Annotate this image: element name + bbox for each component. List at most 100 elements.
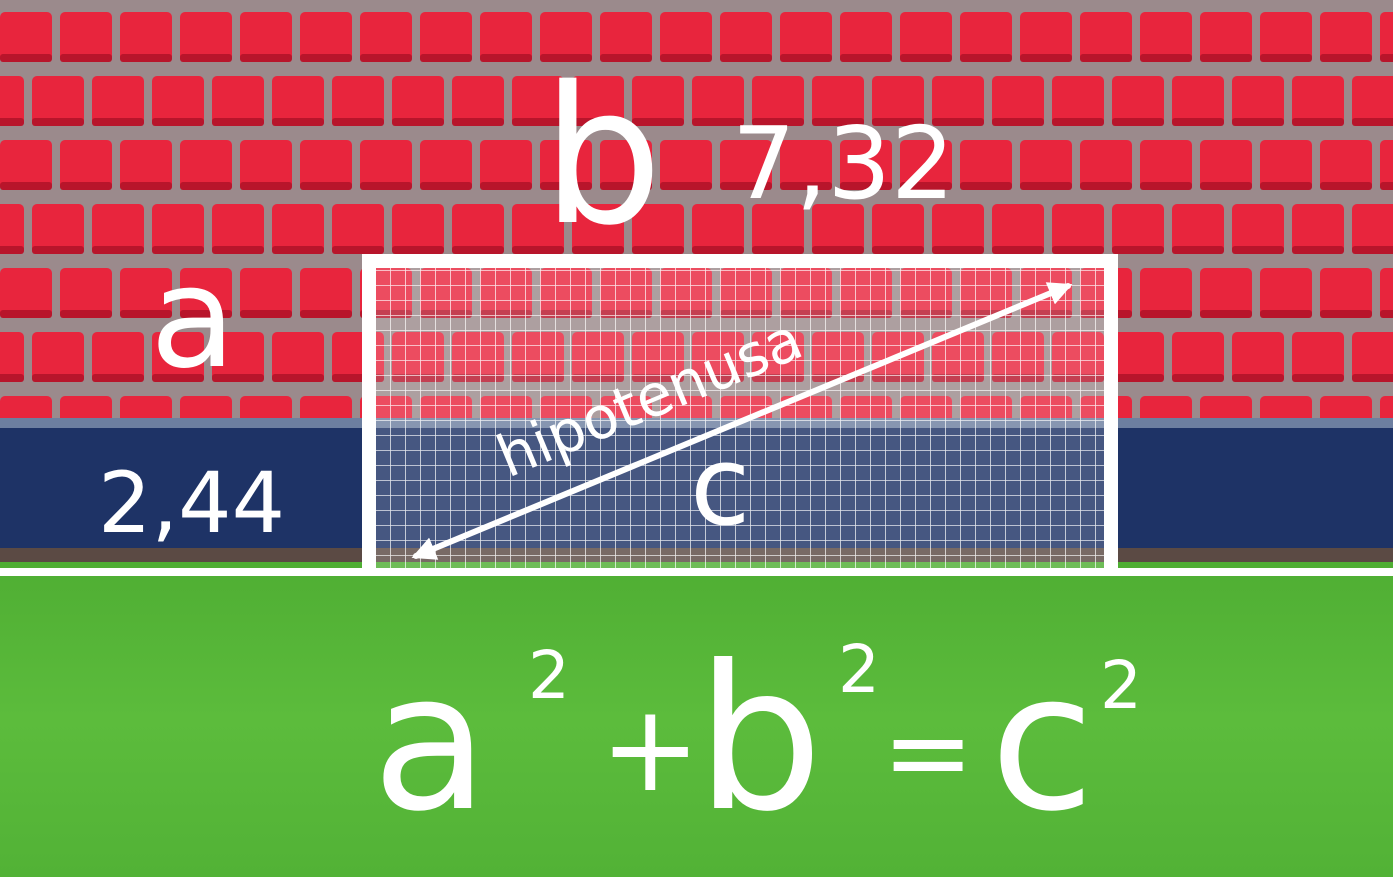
seat-edge	[540, 182, 592, 190]
seat-edge	[1320, 54, 1372, 62]
seat	[720, 12, 772, 62]
seat	[152, 332, 204, 382]
seat	[332, 204, 384, 254]
seat	[812, 204, 864, 254]
seat	[60, 12, 112, 62]
seat-edge	[1140, 182, 1192, 190]
seat-edge	[360, 54, 412, 62]
seat-edge	[272, 374, 324, 382]
seat-edge	[752, 118, 804, 126]
seat-edge	[1172, 118, 1224, 126]
seat-edge	[1200, 182, 1252, 190]
seat-edge	[240, 54, 292, 62]
seat	[392, 76, 444, 126]
seat-edge	[812, 118, 864, 126]
seat	[992, 76, 1044, 126]
seat-edge	[932, 118, 984, 126]
seat	[1232, 332, 1284, 382]
seat	[540, 140, 592, 190]
formula-a: a	[372, 632, 488, 853]
seat	[512, 76, 564, 126]
seat-edge	[1260, 182, 1312, 190]
seat-edge	[992, 246, 1044, 254]
seat-edge	[512, 246, 564, 254]
seat-edge	[1020, 54, 1072, 62]
seat	[1140, 12, 1192, 62]
goal-crossbar	[362, 254, 1118, 268]
seat-edge	[1112, 374, 1164, 382]
goal-line	[0, 568, 1393, 576]
pitch-grass	[0, 562, 1393, 877]
seat-edge	[120, 182, 172, 190]
seat	[1232, 204, 1284, 254]
seat-edge	[1200, 310, 1252, 318]
seat-edge	[1080, 54, 1132, 62]
seat	[1292, 76, 1344, 126]
seat	[632, 204, 684, 254]
seat	[0, 332, 24, 382]
seat	[452, 76, 504, 126]
seat-edge	[420, 54, 472, 62]
seat	[120, 140, 172, 190]
seat	[1172, 332, 1224, 382]
goal-right-post	[1104, 254, 1118, 574]
seat-edge	[692, 118, 744, 126]
pythagorean-formula: a 2 + b 2 = c 2	[372, 623, 1142, 856]
seat	[180, 268, 232, 318]
seat	[360, 12, 412, 62]
seat-edge	[720, 54, 772, 62]
formula-b-exponent: 2	[838, 631, 880, 708]
seat	[0, 12, 52, 62]
seat	[300, 140, 352, 190]
seat-edge	[300, 54, 352, 62]
seat	[1020, 140, 1072, 190]
seat-edge	[32, 246, 84, 254]
seat-edge	[572, 118, 624, 126]
seat	[1080, 12, 1132, 62]
seat-edge	[1292, 118, 1344, 126]
seat-edge	[1140, 310, 1192, 318]
seat-edge	[840, 182, 892, 190]
seat	[660, 12, 712, 62]
seat	[92, 204, 144, 254]
seat	[780, 12, 832, 62]
seat-edge	[120, 54, 172, 62]
seat	[812, 76, 864, 126]
seat	[1172, 204, 1224, 254]
seat	[272, 204, 324, 254]
seat-edge	[1320, 182, 1372, 190]
seat	[1200, 140, 1252, 190]
seat	[692, 76, 744, 126]
seat	[152, 204, 204, 254]
seat	[212, 76, 264, 126]
seat	[452, 204, 504, 254]
seat	[32, 332, 84, 382]
seat	[480, 12, 532, 62]
seat-edge	[632, 246, 684, 254]
formula-b: b	[696, 623, 823, 856]
seat-edge	[92, 374, 144, 382]
seat	[420, 12, 472, 62]
seat-edge	[480, 54, 532, 62]
seat-edge	[992, 118, 1044, 126]
formula-plus: +	[600, 680, 701, 819]
seat-edge	[600, 54, 652, 62]
seat	[1260, 140, 1312, 190]
seat	[300, 268, 352, 318]
seat-edge	[780, 182, 832, 190]
seat	[180, 12, 232, 62]
seat-edge	[1052, 118, 1104, 126]
seat-edge	[872, 246, 924, 254]
formula-c: c	[990, 632, 1094, 853]
seat-edge	[1292, 246, 1344, 254]
seat-edge	[240, 310, 292, 318]
seat	[1380, 12, 1393, 62]
seat-edge	[152, 118, 204, 126]
seat-edge	[840, 54, 892, 62]
seat	[1320, 12, 1372, 62]
seat-edge	[480, 182, 532, 190]
seat-edge	[1352, 118, 1393, 126]
formula-c-exponent: 2	[1100, 647, 1142, 724]
seat-edge	[1352, 246, 1393, 254]
